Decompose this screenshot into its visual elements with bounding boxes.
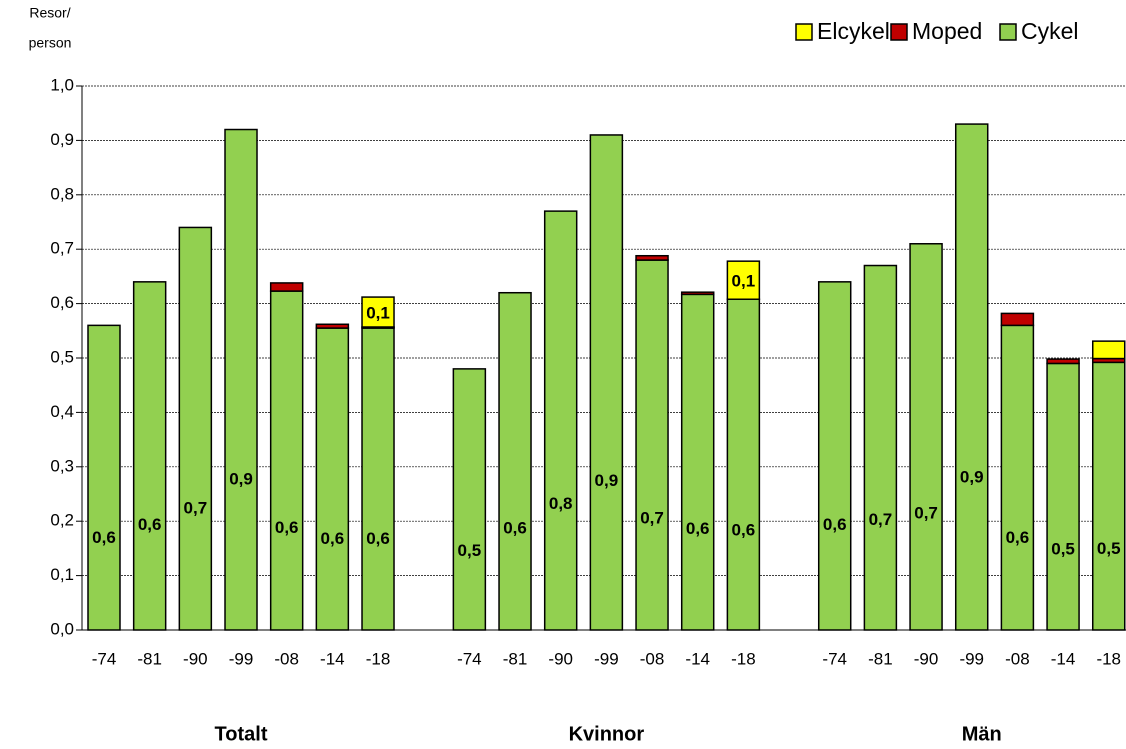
data-label: 0,5 (458, 541, 482, 560)
bar-segment (635, 259, 669, 631)
data-label: 0,9 (595, 471, 619, 490)
data-label: 0,6 (732, 520, 756, 539)
y-axis-label: Resor/ (29, 5, 70, 21)
x-tick-label: -18 (731, 649, 756, 668)
x-tick-label: -74 (822, 649, 847, 668)
x-tick-label: -81 (868, 649, 893, 668)
bar-segment (817, 281, 852, 631)
data-label: 0,6 (366, 529, 390, 548)
y-axis-label: person (29, 35, 72, 51)
data-label: 0,1 (732, 272, 756, 291)
data-label: 0,7 (869, 510, 893, 529)
x-tick-label: -90 (183, 649, 208, 668)
data-label: 0,6 (823, 515, 847, 534)
y-tick-label: 0,1 (50, 565, 74, 584)
legend-label: Moped (912, 18, 982, 44)
legend-label: Elcykel (817, 18, 890, 44)
bar-segment (726, 298, 761, 631)
bar-segment (1046, 362, 1080, 631)
x-tick-label: -99 (229, 649, 254, 668)
data-label: 0,7 (184, 499, 208, 518)
bar-segment (863, 264, 898, 631)
bar-segment (87, 324, 121, 631)
bar-segment (909, 243, 943, 631)
legend-swatch (999, 23, 1017, 41)
y-tick-label: 0,6 (50, 293, 74, 312)
data-label: 0,7 (914, 504, 938, 523)
bar-segment (224, 128, 258, 631)
y-tick-label: 0,3 (50, 456, 74, 475)
data-label: 0,9 (229, 469, 253, 488)
bar-segment (680, 291, 715, 296)
x-tick-label: -08 (640, 649, 665, 668)
data-label: 0,6 (92, 528, 116, 547)
data-label: 0,6 (275, 518, 299, 537)
x-tick-label: -74 (457, 649, 482, 668)
bar-segment (315, 327, 350, 631)
x-tick-label: -90 (548, 649, 573, 668)
data-label: 0,5 (1051, 540, 1075, 559)
bar-segment (589, 134, 624, 631)
legend-swatch (795, 23, 813, 41)
x-tick-label: -14 (1051, 649, 1076, 668)
x-tick-label: -81 (503, 649, 528, 668)
data-label: 0,6 (1006, 528, 1030, 547)
y-tick-label: 0,4 (50, 402, 74, 421)
data-label: 0,6 (321, 529, 345, 548)
bar-segment (452, 368, 487, 631)
bar-segment (680, 293, 715, 631)
bar-segment (498, 291, 532, 631)
bar-segment (269, 282, 304, 292)
data-label: 0,5 (1097, 539, 1121, 558)
bar-segment (1091, 340, 1126, 360)
data-label: 0,8 (549, 494, 573, 513)
data-label: 0,6 (503, 518, 527, 537)
y-tick-label: 0,5 (50, 347, 74, 366)
x-tick-label: -90 (914, 649, 939, 668)
y-tick-label: 1,0 (50, 75, 74, 94)
bar-segment (1091, 361, 1126, 631)
x-tick-label: -08 (1005, 649, 1030, 668)
bar-segment (1000, 312, 1035, 327)
bar-segment (315, 323, 350, 329)
x-tick-label: -18 (1096, 649, 1121, 668)
x-tick-label: -08 (274, 649, 299, 668)
bar-segment (361, 327, 395, 631)
bar-segment (361, 296, 395, 328)
data-label: 0,1 (366, 304, 390, 323)
bar-segment (1000, 324, 1035, 631)
bar-segment (178, 226, 213, 631)
bar-segment (726, 260, 761, 300)
x-tick-label: -14 (320, 649, 345, 668)
data-label: 0,9 (960, 468, 984, 487)
x-tick-label: -99 (959, 649, 984, 668)
y-tick-label: 0,9 (50, 130, 74, 149)
y-tick-label: 0,8 (50, 184, 74, 203)
y-tick-label: 0,7 (50, 239, 74, 258)
legend-label: Cykel (1021, 18, 1079, 44)
data-label: 0,7 (640, 509, 664, 528)
y-tick-label: 0,0 (50, 619, 74, 638)
bar-segment (269, 290, 304, 631)
group-label: Totalt (215, 723, 268, 745)
bar-segment (635, 254, 669, 261)
data-label: 0,6 (138, 515, 162, 534)
group-label: Män (962, 723, 1002, 745)
x-tick-label: -18 (366, 649, 391, 668)
bar-segment (954, 123, 989, 631)
y-tick-label: 0,2 (50, 511, 74, 530)
data-label: 0,6 (686, 519, 710, 538)
bar-segment (132, 281, 167, 631)
bar-segment (1046, 358, 1080, 365)
legend-swatch (890, 23, 908, 41)
x-tick-label: -81 (137, 649, 162, 668)
x-tick-label: -14 (685, 649, 710, 668)
bar-segment (543, 210, 578, 631)
x-tick-label: -99 (594, 649, 619, 668)
x-tick-label: -74 (92, 649, 117, 668)
group-label: Kvinnor (569, 723, 645, 745)
